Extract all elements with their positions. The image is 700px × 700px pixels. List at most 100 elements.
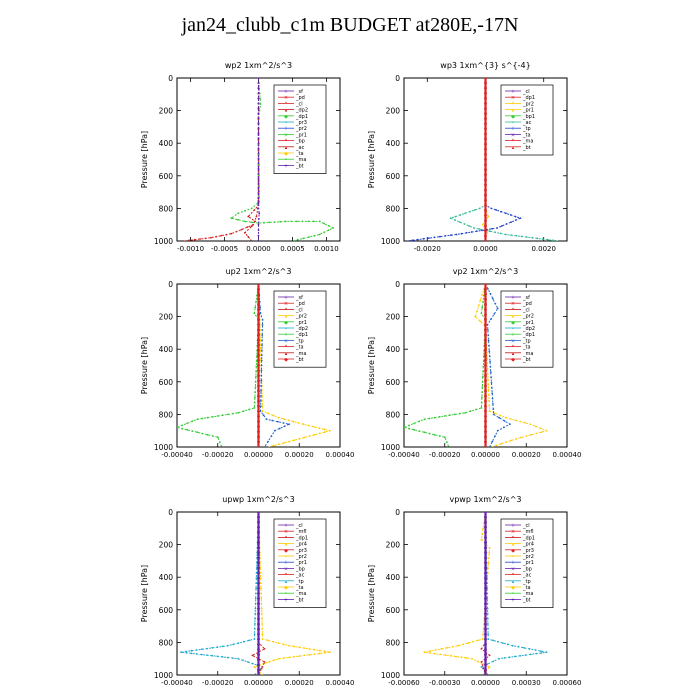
series-point [498,416,500,419]
series-point [505,212,507,215]
legend-marker: × [511,566,515,572]
series-point [484,520,487,524]
legend-marker: • [285,326,288,332]
series-point [259,405,262,407]
series-point [505,223,508,225]
legend-label: _bp [522,566,532,572]
legend-label: _pr1 [522,320,534,326]
series-point [484,147,487,151]
series-group [180,512,331,675]
series-point [502,642,504,644]
y-axis-label: Pressure [hPa] [367,565,376,622]
legend-marker: ▴ [285,351,288,357]
series-point [484,525,487,529]
y-tick-label: 800 [386,410,401,419]
legend-label: _pr2 [295,126,307,132]
series-point [259,582,262,585]
legend-label: _ta [295,585,304,591]
series-point [503,657,506,659]
series-point [484,384,487,388]
series-point [470,231,473,233]
series-point [250,221,253,224]
series-point [486,373,489,375]
legend-marker: • [285,120,288,126]
y-tick-label: 400 [159,573,174,582]
series-point [301,220,304,223]
y-tick-label: 1000 [154,443,173,452]
legend-marker: • [512,120,515,126]
x-tick-label: 0.0005 [280,245,305,253]
series-point [484,658,487,662]
series-point [449,217,452,220]
series-point [323,431,326,433]
legend-marker: • [285,157,288,163]
series-point [473,209,476,211]
x-tick-label: -0.00060 [388,679,419,687]
legend-marker: * [285,573,288,579]
legend-marker: • [512,591,515,597]
series-point [232,643,235,646]
series-point [481,396,483,399]
series-point [484,234,487,238]
legend-label: _ta [522,132,531,138]
legend-label: _ac [522,573,532,579]
legend-marker: + [511,295,515,301]
legend-label: _dp1 [295,332,308,338]
x-tick-label: 0.00000 [244,679,273,687]
x-tick-label: 0.0010 [314,245,339,253]
x-tick-label: 0.00000 [471,679,500,687]
legend-marker: * [285,101,288,107]
series-point [484,102,487,105]
series-point [484,183,487,187]
series-point [257,122,260,124]
series-point [206,654,208,656]
series-point [484,617,487,621]
series-point [195,649,198,651]
legend-label: _pr2 [522,554,534,560]
series-point [260,359,263,362]
series-point [253,407,256,409]
series-line-tp [181,512,264,675]
x-tick-label: 0.0020 [531,245,556,253]
series-point [487,567,489,569]
series-point [496,307,499,310]
series-point [257,379,260,383]
series-point [493,313,496,315]
series-point [492,413,495,416]
series-point [260,607,263,610]
series-point [257,149,260,152]
series-point [257,617,260,621]
legend-marker: * [512,101,515,107]
series-point [484,643,487,646]
series-point [257,384,260,388]
series-point [180,651,183,654]
series-point [531,236,533,239]
series-point [487,329,489,331]
series-point [332,227,335,229]
series-point [484,409,487,413]
series-point [248,639,251,642]
series-point [268,661,270,663]
chart-title: vpwp 1xm^2/s^3 [449,495,521,504]
legend-marker: + [284,89,288,95]
legend-label: _mfl [522,529,534,535]
legend-marker: × [511,529,515,535]
series-point [484,198,487,202]
chart-title: wp2 1xm^2/s^3 [225,61,292,70]
series-point [484,632,487,636]
series-point [484,328,487,332]
series-point [490,376,492,379]
series-point [259,344,262,346]
series-point [477,304,480,307]
series-point [529,653,532,656]
series-point [487,339,490,342]
series-point [257,430,260,434]
series-point [302,237,305,240]
series-point [450,234,452,237]
chart-panel: wp3 1xm^{3} s^{-4} Pressure [hPa] 0 200 400 6… [367,61,568,253]
series-point [257,92,260,94]
series-point [232,657,234,659]
series-point [479,299,482,302]
series-point [540,650,542,652]
series-point [257,177,260,180]
